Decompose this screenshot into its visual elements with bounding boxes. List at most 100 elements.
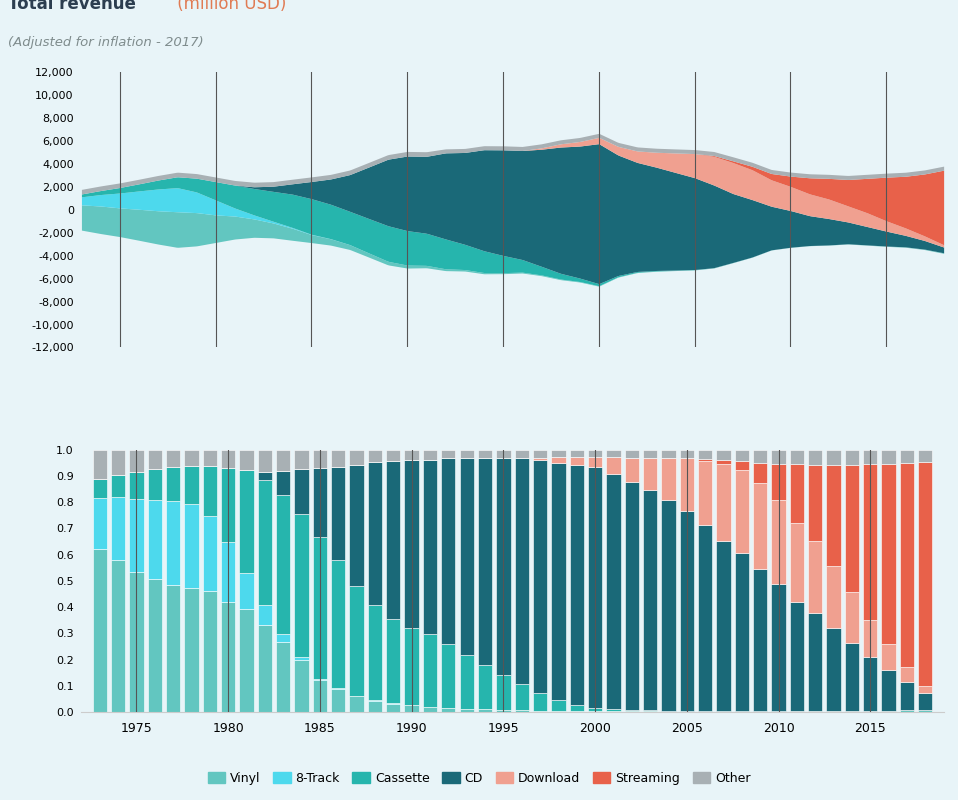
Bar	[606, 709, 621, 711]
Bar	[533, 450, 547, 458]
Bar	[827, 627, 841, 711]
Bar	[258, 606, 272, 625]
Bar	[312, 680, 327, 712]
Bar	[845, 711, 859, 712]
Bar	[753, 450, 767, 462]
Bar	[533, 710, 547, 712]
Bar	[184, 466, 198, 504]
Bar	[918, 686, 932, 693]
Bar	[148, 450, 162, 470]
Bar	[606, 474, 621, 709]
Bar	[845, 592, 859, 643]
Bar	[221, 450, 236, 468]
Text: (Adjusted for inflation - 2017): (Adjusted for inflation - 2017)	[8, 36, 204, 49]
Bar	[294, 470, 308, 514]
Bar	[827, 450, 841, 465]
Bar	[698, 450, 713, 458]
Bar	[166, 450, 180, 467]
Bar	[148, 500, 162, 579]
Bar	[422, 634, 437, 706]
Bar	[514, 458, 529, 684]
Bar	[570, 711, 583, 712]
Bar	[771, 583, 786, 711]
Bar	[460, 654, 474, 709]
Bar	[551, 450, 565, 457]
Bar	[661, 450, 675, 458]
Bar	[129, 499, 144, 572]
Bar	[514, 450, 529, 458]
Bar	[368, 701, 382, 712]
Bar	[845, 643, 859, 711]
Bar	[918, 450, 932, 462]
Bar	[588, 708, 603, 711]
Bar	[93, 498, 107, 550]
Bar	[789, 450, 804, 464]
Bar	[827, 711, 841, 712]
Bar	[350, 696, 364, 712]
Bar	[496, 674, 511, 710]
Bar	[900, 450, 914, 463]
Bar	[111, 475, 125, 497]
Bar	[881, 644, 896, 670]
Bar	[203, 591, 217, 712]
Bar	[918, 710, 932, 712]
Bar	[386, 450, 400, 461]
Bar	[350, 586, 364, 696]
Bar	[221, 602, 236, 712]
Bar	[331, 450, 346, 466]
Bar	[679, 450, 694, 458]
Bar	[442, 708, 455, 712]
Bar	[679, 511, 694, 711]
Bar	[93, 550, 107, 712]
Bar	[661, 500, 675, 711]
Text: Total revenue: Total revenue	[8, 0, 136, 13]
Bar	[808, 465, 822, 541]
Bar	[478, 450, 492, 458]
Bar	[900, 710, 914, 712]
Bar	[460, 709, 474, 712]
Bar	[735, 450, 749, 461]
Bar	[203, 450, 217, 466]
Bar	[588, 467, 603, 708]
Bar	[881, 450, 896, 464]
Bar	[386, 619, 400, 703]
Bar	[753, 483, 767, 570]
Bar	[350, 465, 364, 586]
Bar	[442, 644, 455, 708]
Bar	[221, 542, 236, 602]
Bar	[258, 450, 272, 471]
Bar	[184, 450, 198, 466]
Bar	[460, 458, 474, 654]
Bar	[368, 606, 382, 701]
Bar	[570, 466, 583, 705]
Bar	[129, 450, 144, 472]
Bar	[570, 705, 583, 711]
Bar	[276, 634, 290, 642]
Bar	[753, 462, 767, 483]
Bar	[717, 464, 731, 541]
Bar	[93, 450, 107, 479]
Bar	[276, 495, 290, 634]
Bar	[698, 525, 713, 711]
Bar	[404, 450, 419, 460]
Bar	[442, 450, 455, 458]
Bar	[276, 450, 290, 471]
Bar	[570, 457, 583, 466]
Bar	[918, 462, 932, 686]
Bar	[258, 625, 272, 712]
Bar	[808, 450, 822, 465]
Bar	[221, 468, 236, 542]
Legend: Vinyl, 8-Track, Cassette, CD, Download, Streaming, Other: Vinyl, 8-Track, Cassette, CD, Download, …	[202, 766, 756, 790]
Bar	[789, 464, 804, 523]
Bar	[331, 560, 346, 688]
Bar	[294, 660, 308, 712]
Bar	[386, 461, 400, 619]
Bar	[771, 500, 786, 583]
Bar	[331, 466, 346, 560]
Bar	[258, 480, 272, 606]
Bar	[735, 553, 749, 711]
Bar	[661, 458, 675, 500]
Bar	[294, 657, 308, 660]
Bar	[789, 602, 804, 711]
Bar	[148, 470, 162, 500]
